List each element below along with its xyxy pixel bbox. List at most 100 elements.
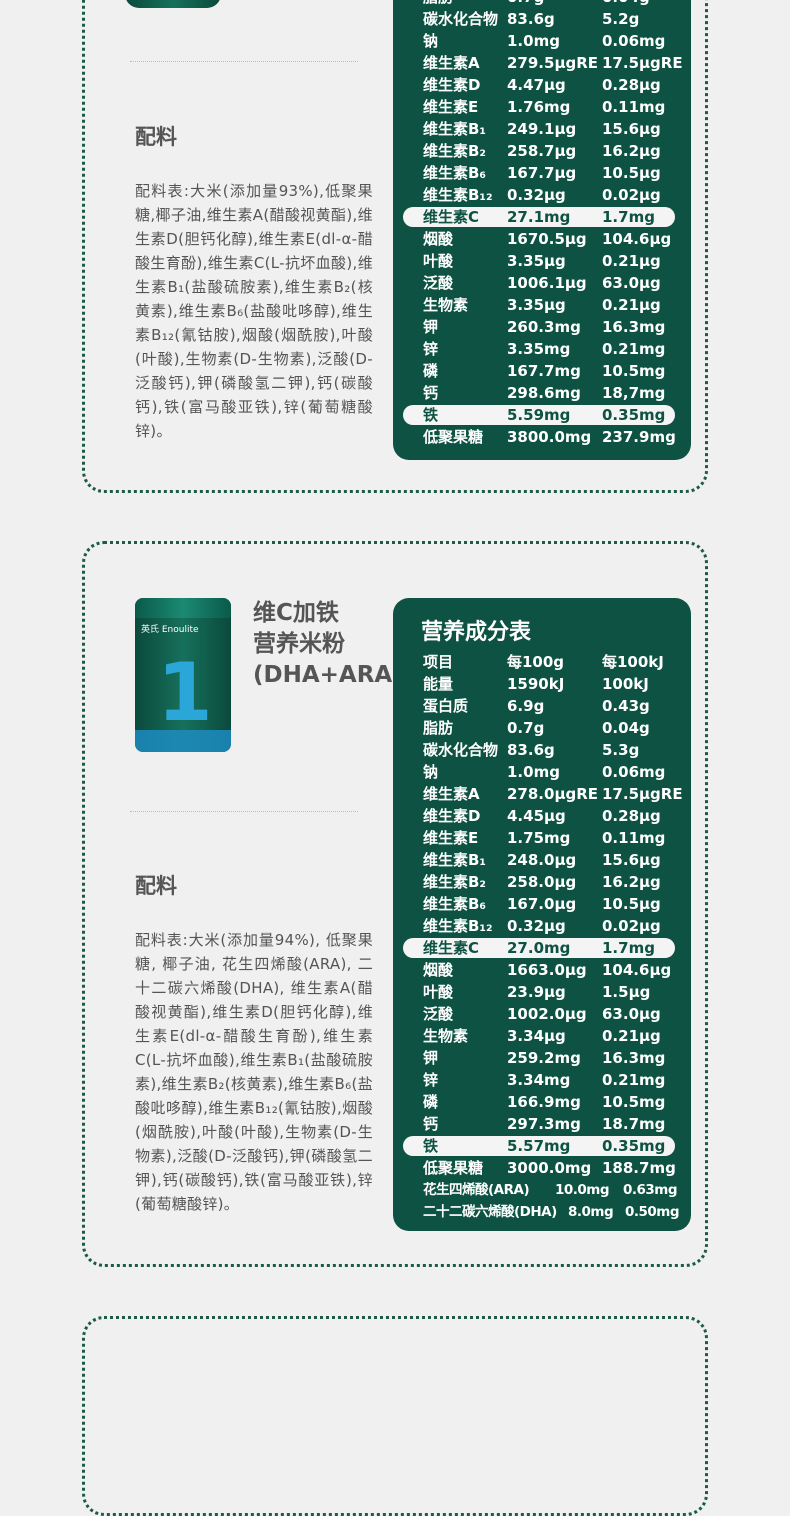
per-100g-value: 167.0μg [507, 895, 577, 913]
table-row: 维生素B₂ 258.7μg 16.2μg [403, 141, 675, 161]
nutrient-name: 钠 [423, 32, 439, 50]
table-row: 烟酸 1663.0μg 104.6μg [403, 960, 675, 980]
per-100kj-value: 15.6μg [602, 851, 661, 869]
nutrient-name: 维生素B₁ [423, 851, 487, 869]
nutrient-name: 磷 [423, 362, 439, 380]
per-100kj-value: 每100kJ [602, 653, 664, 671]
per-100kj-value: 1.7mg [602, 208, 655, 226]
per-100kj-value: 0.11mg [602, 98, 666, 116]
per-100kj-value: 0.28μg [602, 807, 661, 825]
per-100kj-value: 16.3mg [602, 1049, 666, 1067]
per-100g-value: 83.6g [507, 741, 555, 759]
per-100kj-value: 188.7mg [602, 1159, 676, 1177]
per-100kj-value: 0.43g [602, 697, 650, 715]
per-100kj-value: 0.21μg [602, 1027, 661, 1045]
per-100g-value: 23.9μg [507, 983, 566, 1001]
nutrient-name: 低聚果糖 [423, 1159, 484, 1177]
per-100kj-value: 0.35mg [602, 406, 666, 424]
product-name: 维C加铁 营养米粉 (DHA+ARA) [253, 598, 403, 691]
nutrient-name: 维生素C [423, 208, 480, 226]
per-100kj-value: 18.7mg [602, 1115, 666, 1133]
table-row: 碳水化合物 83.6g 5.3g [403, 740, 675, 760]
per-100g-value: 6.9g [507, 697, 545, 715]
nutrition-table: 脂肪 0.7g 0.04g 碳水化合物 83.6g 5.2g 钠 1.0mg 0.06mg 维生素… [393, 0, 691, 460]
table-row: 铁 5.59mg 0.35mg [403, 405, 675, 425]
per-100g-value: 297.3mg [507, 1115, 581, 1133]
nutrient-name: 烟酸 [423, 961, 454, 979]
table-row: 维生素B₁₂ 0.32μg 0.02μg [403, 916, 675, 936]
nutrient-name: 蛋白质 [423, 697, 469, 715]
product-name-line: (DHA+ARA) [253, 662, 403, 688]
table-row: 维生素A 279.5μgRE 17.5μgRE [403, 53, 683, 73]
nutrient-name: 项目 [423, 653, 454, 671]
per-100kj-value: 0.28μg [602, 76, 661, 94]
per-100g-value: 248.0μg [507, 851, 577, 869]
nutrient-name: 钾 [423, 1049, 439, 1067]
per-100g-value: 258.0μg [507, 873, 577, 891]
per-100g-value: 249.1μg [507, 120, 577, 138]
table-row: 维生素B₁ 248.0μg 15.6μg [403, 850, 675, 870]
nutrient-name: 维生素D [423, 807, 481, 825]
per-100kj-value: 10.5μg [602, 895, 661, 913]
nutrient-name: 二十二碳六烯酸(DHA) [423, 1204, 557, 1220]
table-row: 锌 3.35mg 0.21mg [403, 339, 675, 359]
table-row: 叶酸 3.35μg 0.21μg [403, 251, 675, 271]
per-100kj-value: 16.2μg [602, 873, 661, 891]
per-100g-value: 1663.0μg [507, 961, 587, 979]
table-row: 二十二碳六烯酸(DHA) 8.0mg 0.50mg [403, 1202, 680, 1222]
nutrient-name: 钠 [423, 763, 439, 781]
can-lid [135, 598, 231, 618]
table-row: 磷 167.7mg 10.5mg [403, 361, 675, 381]
per-100kj-value: 63.0μg [602, 1005, 661, 1023]
table-row: 维生素C 27.0mg 1.7mg [403, 938, 675, 958]
table-row: 维生素E 1.75mg 0.11mg [403, 828, 675, 848]
per-100g-value: 83.6g [507, 10, 555, 28]
nutrient-name: 泛酸 [423, 1005, 454, 1023]
per-100g-value: 278.0μgRE [507, 785, 599, 803]
nutrient-name: 能量 [423, 675, 454, 693]
per-100g-value: 每100g [507, 653, 565, 671]
table-row: 维生素D 4.47μg 0.28μg [403, 75, 675, 95]
per-100g-value: 260.3mg [507, 318, 581, 336]
per-100g-value: 27.0mg [507, 939, 571, 957]
nutrient-name: 磷 [423, 1093, 439, 1111]
table-row: 钙 297.3mg 18.7mg [403, 1114, 675, 1134]
table-row: 脂肪 0.7g 0.04g [403, 0, 675, 7]
table-row: 生物素 3.34μg 0.21μg [403, 1026, 675, 1046]
per-100g-value: 1.0mg [507, 32, 560, 50]
per-100kj-value: 0.02μg [602, 917, 661, 935]
table-row: 铁 5.57mg 0.35mg [403, 1136, 675, 1156]
per-100g-value: 3.35mg [507, 340, 571, 358]
nutrient-name: 维生素B₆ [423, 164, 487, 182]
per-100kj-value: 0.50mg [625, 1204, 680, 1220]
nutrient-name: 碳水化合物 [423, 741, 499, 759]
nutrient-name: 维生素B₁ [423, 120, 487, 138]
per-100g-value: 166.9mg [507, 1093, 581, 1111]
table-row: 叶酸 23.9μg 1.5μg [403, 982, 675, 1002]
nutrient-name: 烟酸 [423, 230, 454, 248]
per-100kj-value: 5.2g [602, 10, 640, 28]
per-100g-value: 4.47μg [507, 76, 566, 94]
per-100g-value: 3.35μg [507, 252, 566, 270]
table-row: 烟酸 1670.5μg 104.6μg [403, 229, 675, 249]
product-name-line: 营养米粉 [253, 631, 345, 657]
per-100kj-value: 10.5μg [602, 164, 661, 182]
table-row: 维生素D 4.45μg 0.28μg [403, 806, 675, 826]
per-100g-value: 1.0mg [507, 763, 560, 781]
table-row: 维生素B₆ 167.7μg 10.5μg [403, 163, 675, 183]
nutrient-name: 碳水化合物 [423, 10, 499, 28]
table-row: 钙 298.6mg 18,7mg [403, 383, 675, 403]
per-100kj-value: 0.63mg [623, 1182, 678, 1198]
per-100g-value: 3000.0mg [507, 1159, 592, 1177]
table-row: 碳水化合物 83.6g 5.2g [403, 9, 675, 29]
per-100kj-value: 237.9mg [602, 428, 676, 446]
can-band [135, 730, 231, 752]
product-name-line: 维C加铁 [253, 600, 339, 626]
product-can-image-1 [125, 0, 221, 8]
nutrient-name: 脂肪 [423, 0, 453, 7]
divider [130, 61, 358, 62]
per-100g-value: 0.7g [507, 0, 544, 7]
per-100kj-value: 0.21μg [602, 252, 661, 270]
nutrient-name: 钙 [423, 384, 439, 402]
table-row: 维生素E 1.76mg 0.11mg [403, 97, 675, 117]
